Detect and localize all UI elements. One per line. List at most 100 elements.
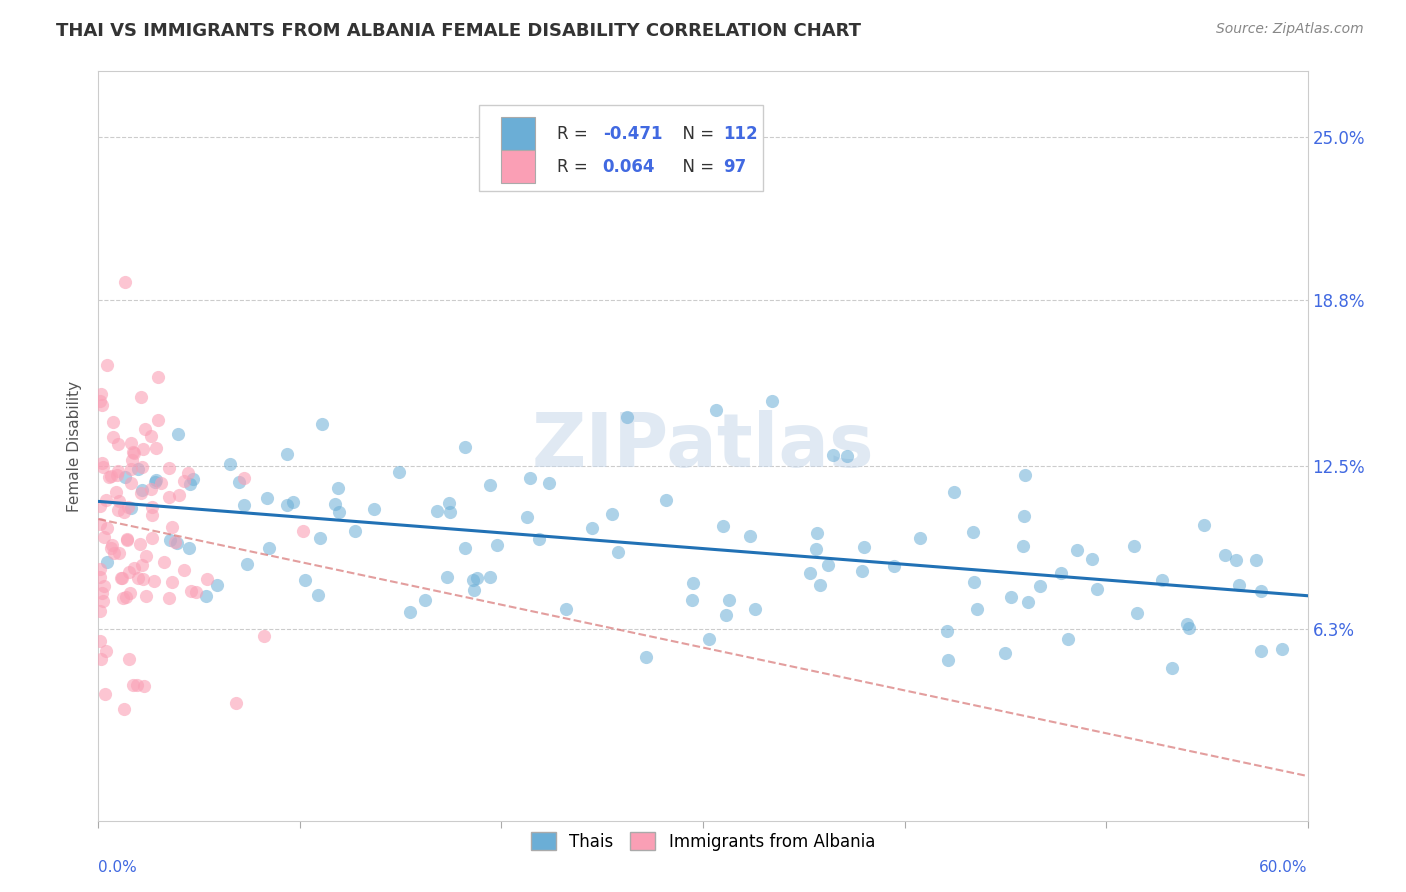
Point <box>135 549 157 563</box>
Point <box>1227 577 1250 591</box>
Point <box>90 386 112 401</box>
FancyBboxPatch shape <box>479 105 763 191</box>
Point <box>1152 573 1174 587</box>
Legend: Thais, Immigrants from Albania: Thais, Immigrants from Albania <box>524 826 882 857</box>
Point <box>112 505 135 519</box>
Point <box>146 412 169 426</box>
Point <box>1012 508 1035 523</box>
Text: R =: R = <box>557 125 593 143</box>
Point <box>537 476 560 491</box>
Point <box>478 478 501 492</box>
Point <box>697 632 720 647</box>
Point <box>132 680 155 694</box>
Point <box>167 426 190 441</box>
Point <box>806 525 828 540</box>
Point <box>478 570 501 584</box>
Point <box>94 493 117 508</box>
Point <box>1178 621 1201 635</box>
Point <box>1213 548 1236 562</box>
Point <box>962 524 984 539</box>
Point <box>1066 542 1088 557</box>
Point <box>91 593 114 607</box>
Point <box>1012 539 1035 553</box>
Point <box>115 590 138 604</box>
Point <box>454 440 477 454</box>
Point <box>121 453 143 467</box>
Point <box>89 570 111 584</box>
Point <box>89 604 111 618</box>
Point <box>835 449 858 463</box>
Point <box>1250 583 1272 598</box>
Point <box>276 498 298 512</box>
Point <box>851 564 873 578</box>
Point <box>682 576 704 591</box>
Point <box>145 473 167 487</box>
Point <box>711 518 734 533</box>
Point <box>127 572 149 586</box>
Point <box>122 445 145 459</box>
Point <box>131 558 153 573</box>
Point <box>1081 552 1104 566</box>
Text: ZIPatlas: ZIPatlas <box>531 409 875 483</box>
Point <box>388 465 411 479</box>
Point <box>143 574 166 589</box>
Point <box>96 644 118 658</box>
Point <box>195 572 218 586</box>
Point <box>145 442 167 456</box>
Point <box>453 541 475 555</box>
Point <box>89 394 111 409</box>
Point <box>328 505 350 519</box>
Point <box>181 472 204 486</box>
Point <box>122 446 145 460</box>
Point <box>744 602 766 616</box>
Point <box>107 502 129 516</box>
Point <box>232 499 254 513</box>
Point <box>276 447 298 461</box>
Point <box>91 459 114 474</box>
Point <box>148 370 170 384</box>
Point <box>399 605 422 619</box>
Point <box>1192 517 1215 532</box>
Point <box>228 475 250 489</box>
Point <box>1126 606 1149 620</box>
Point <box>89 651 111 665</box>
Point <box>157 591 180 606</box>
Point <box>207 578 229 592</box>
Point <box>103 546 125 560</box>
Point <box>883 558 905 573</box>
Point <box>186 585 208 599</box>
Point <box>1160 661 1182 675</box>
Point <box>307 588 329 602</box>
Point <box>114 470 136 484</box>
Point <box>257 541 280 555</box>
Point <box>160 574 183 589</box>
Point <box>150 475 173 490</box>
Text: 0.0%: 0.0% <box>98 860 138 875</box>
Point <box>135 589 157 603</box>
Point <box>166 536 188 550</box>
Point <box>1000 590 1022 604</box>
Point <box>516 509 538 524</box>
Point <box>115 533 138 547</box>
Point <box>117 500 139 514</box>
Text: THAI VS IMMIGRANTS FROM ALBANIA FEMALE DISABILITY CORRELATION CHART: THAI VS IMMIGRANTS FROM ALBANIA FEMALE D… <box>56 22 862 40</box>
Point <box>808 578 831 592</box>
Text: N =: N = <box>672 158 718 176</box>
Point <box>485 538 508 552</box>
Point <box>141 429 163 443</box>
Point <box>256 491 278 506</box>
Point <box>218 457 240 471</box>
Point <box>101 538 124 552</box>
Point <box>115 532 138 546</box>
Point <box>127 461 149 475</box>
Point <box>936 653 959 667</box>
Point <box>328 481 350 495</box>
Point <box>108 493 131 508</box>
Point <box>935 624 957 639</box>
Point <box>112 702 135 716</box>
Point <box>125 678 148 692</box>
Point <box>294 573 316 587</box>
Point <box>129 485 152 500</box>
Point <box>616 410 638 425</box>
Point <box>291 524 314 538</box>
